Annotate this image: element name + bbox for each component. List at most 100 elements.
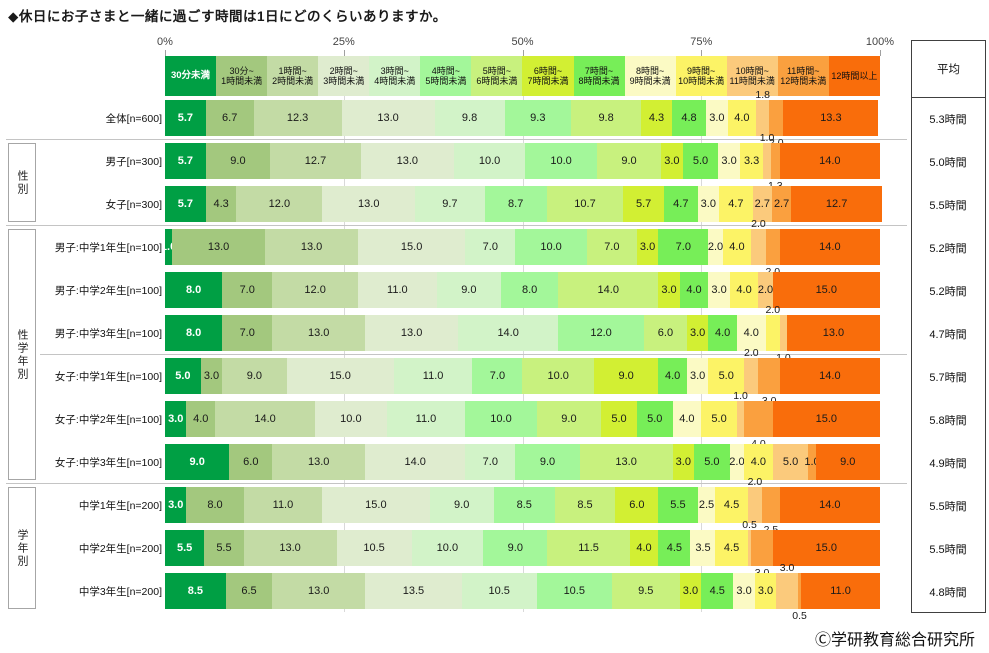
bar-segment bbox=[744, 358, 759, 394]
segment-value: 10.0 bbox=[547, 370, 569, 382]
segment-value: 15.0 bbox=[815, 284, 837, 296]
segment-value: 11.0 bbox=[415, 413, 437, 425]
segment-value: 15.0 bbox=[815, 413, 838, 425]
segment-value: 14.0 bbox=[404, 456, 426, 468]
legend-cell: 3時間~ 4時間未満 bbox=[369, 56, 421, 96]
segment-value: 3.0 bbox=[709, 112, 725, 124]
segment-value: 14.0 bbox=[497, 327, 519, 339]
bar-segment: 6.0 bbox=[229, 444, 273, 480]
segment-value: 9.3 bbox=[530, 112, 546, 124]
average-value: 5.3時間 bbox=[929, 114, 967, 126]
segment-value: 10.7 bbox=[574, 198, 596, 210]
row-label: 中学1年生[n=200] bbox=[78, 500, 162, 512]
segment-value: 4.3 bbox=[213, 198, 229, 210]
segment-value: 13.0 bbox=[615, 456, 637, 468]
bar-segment: 5.5 bbox=[165, 530, 205, 566]
bar-segment: 8.0 bbox=[501, 272, 559, 308]
segment-value: 3.0 bbox=[689, 370, 706, 382]
segment-value: 12.3 bbox=[286, 112, 309, 124]
segment-value: 10.0 bbox=[340, 413, 362, 425]
segment-value: 5.0 bbox=[692, 155, 709, 167]
bar-segment: 5.0 bbox=[772, 444, 809, 480]
bar-segment bbox=[761, 487, 780, 523]
row-label: 女子:中学2年生[n=100] bbox=[54, 414, 162, 426]
bar-segment: 3.0 bbox=[658, 272, 680, 308]
segment-value: 9.0 bbox=[539, 456, 556, 468]
bar-segment: 4.0 bbox=[736, 315, 766, 351]
segment-value: 4.0 bbox=[193, 413, 209, 425]
bar-segment: 9.0 bbox=[436, 272, 502, 308]
bar-segment: 5.0 bbox=[701, 401, 737, 437]
bar-row: 1.0 13.0 13.0 15.0 7.0 10.0 7.0 3.0 7.0 2.0 4.0 2.0… bbox=[161, 218, 880, 278]
row-label: 男子:中学3年生[n=100] bbox=[54, 328, 162, 340]
segment-value: 11.0 bbox=[387, 284, 408, 296]
segment-value: 9.0 bbox=[561, 413, 577, 425]
legend-cell: 30分未満 bbox=[165, 56, 217, 96]
segment-value: 4.0 bbox=[679, 413, 695, 425]
bar-segment bbox=[751, 229, 766, 265]
segment-value: 4.0 bbox=[736, 284, 752, 296]
row-label: 男子:中学1年生[n=100] bbox=[54, 242, 162, 254]
bar-segment: 7.0 bbox=[465, 444, 516, 480]
segment-value: 9.0 bbox=[618, 370, 634, 382]
bar-segment bbox=[744, 401, 773, 437]
axis-tick-label: 75% bbox=[690, 36, 713, 48]
bar-segment: 11.0 bbox=[801, 573, 880, 609]
bar-segment bbox=[797, 573, 802, 609]
segment-value: 13.0 bbox=[279, 542, 301, 554]
bar-segment: 10.0 bbox=[411, 530, 484, 566]
segment-value: 3.0 bbox=[168, 413, 184, 425]
segment-value: 13.0 bbox=[300, 241, 323, 253]
segment-value: 13.0 bbox=[400, 327, 423, 339]
segment-value: 4.0 bbox=[743, 327, 759, 339]
segment-value: 8.0 bbox=[521, 284, 538, 296]
bar-segment: 2.7 bbox=[752, 186, 772, 222]
bar-segment: 4.0 bbox=[708, 315, 737, 351]
segment-value: 3.0 bbox=[700, 198, 716, 210]
bar-segment: 4.5 bbox=[715, 487, 748, 523]
axis-tick bbox=[165, 50, 166, 56]
segment-value: 5.7 bbox=[635, 198, 652, 210]
segment-value: 9.0 bbox=[461, 284, 477, 296]
segment-value: 5.0 bbox=[782, 456, 799, 468]
segment-value: 13.0 bbox=[307, 456, 330, 468]
bar-segment: 10.0 bbox=[465, 401, 537, 437]
bar-segment: 11.0 bbox=[386, 401, 466, 437]
bar-segment: 14.0 bbox=[779, 487, 880, 523]
bar-segment bbox=[765, 229, 780, 265]
segment-value: 9.5 bbox=[638, 585, 654, 597]
average-value: 5.2時間 bbox=[929, 286, 967, 298]
segment-value: 4.0 bbox=[734, 112, 750, 124]
segment-value: 5.5 bbox=[670, 499, 686, 511]
bar-segment: 10.0 bbox=[522, 358, 594, 394]
segment-value: 12.7 bbox=[825, 198, 848, 210]
segment-value: 9.0 bbox=[840, 456, 856, 468]
segment-value: 12.7 bbox=[304, 155, 327, 167]
bar-segment: 3.0 bbox=[697, 186, 720, 222]
segment-value: 14.0 bbox=[819, 241, 841, 253]
segment-value: 10.0 bbox=[436, 542, 459, 554]
bar-segment: 5.7 bbox=[165, 186, 206, 222]
bar-row: 3.08.011.015.09.08.58.56.05.52.54.52.02.… bbox=[165, 476, 880, 536]
segment-value: 5.0 bbox=[611, 413, 627, 425]
bar-segment: 13.0 bbox=[786, 315, 880, 351]
segment-value: 3.0 bbox=[711, 284, 727, 296]
segment-value: 8.0 bbox=[207, 499, 223, 511]
segment-value: 13.0 bbox=[358, 198, 380, 210]
bar-segment: 10.5 bbox=[536, 573, 612, 609]
axis-tick-label: 0% bbox=[157, 36, 173, 48]
segment-value: 8.0 bbox=[185, 284, 202, 296]
bar-row: 5.03.09.015.011.07.010.09.04.03.05.02.03… bbox=[165, 347, 880, 407]
segment-value: 6.5 bbox=[241, 585, 257, 597]
segment-value: 3.0 bbox=[639, 241, 656, 253]
bar-segment: 2.7 bbox=[771, 186, 792, 222]
bar-segment: 9.8 bbox=[571, 100, 642, 136]
bar-segment: 4.5 bbox=[715, 530, 748, 566]
bar-segment: 2.0 bbox=[758, 272, 773, 308]
segment-value: 5.0 bbox=[647, 413, 663, 425]
segment-value: 4.0 bbox=[729, 241, 745, 253]
bar-segment: 15.0 bbox=[322, 487, 430, 523]
legend-cell: 30分~ 1時間未満 bbox=[216, 56, 268, 96]
segment-value: 4.8 bbox=[681, 112, 697, 124]
legend-cell: 2時間~ 3時間未満 bbox=[318, 56, 370, 96]
